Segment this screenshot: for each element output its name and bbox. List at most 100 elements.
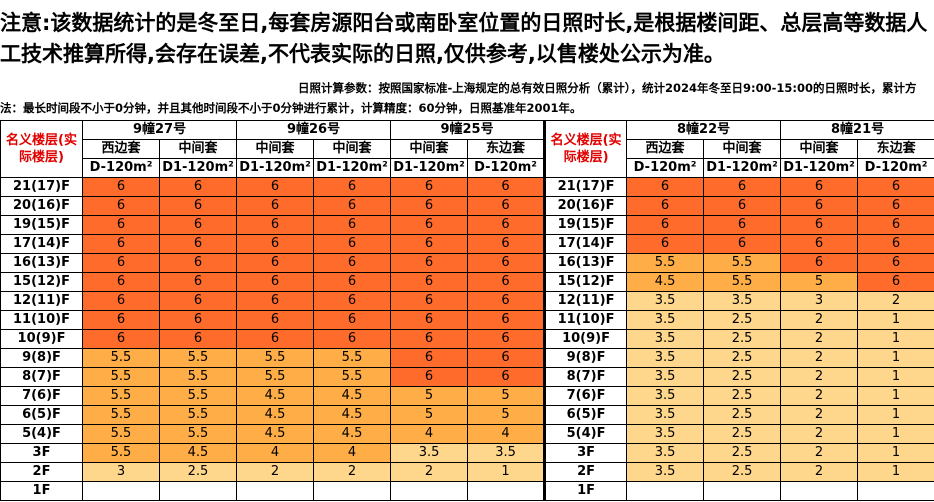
sunlight-hours-cell: 6	[390, 367, 469, 387]
sunlight-hours-cell: 6	[236, 329, 315, 349]
floor-label: 17(14)F	[543, 234, 628, 254]
sunlight-hours-cell: 1	[857, 329, 934, 349]
table-row: 5(4)F 5.5 5.5 4.5 4.5 4 4 5(4)F 3.5 2.5 2 1	[0, 424, 934, 444]
sunlight-hours-cell: 5.5	[158, 367, 238, 387]
sunlight-hours-cell: 6	[390, 253, 469, 273]
sunlight-hours-cell: 6	[467, 310, 546, 330]
sunlight-hours-cell: 2.5	[703, 348, 782, 368]
sunlight-hours-cell: 6	[158, 177, 238, 197]
sunlight-hours-cell: 1	[467, 462, 546, 482]
table-row: 6(5)F 5.5 5.5 4.5 4.5 5 5 6(5)F 3.5 2.5 2 1	[0, 405, 934, 425]
unit-type-header: D1-120m²	[236, 158, 315, 178]
unit-position-header: 中间套	[703, 139, 782, 159]
floor-column-header: 名义楼层(实际楼层)	[543, 120, 628, 178]
sunlight-hours-cell	[467, 481, 546, 501]
sunlight-hours-cell: 4	[313, 443, 392, 463]
sunlight-hours-cell: 6	[390, 215, 469, 235]
sunlight-hours-cell: 6	[158, 272, 238, 292]
table-row: 8(7)F 5.5 5.5 5.5 5.5 6 6 8(7)F 3.5 2.5 2 1	[0, 367, 934, 387]
sunlight-hours-cell: 3	[780, 291, 859, 311]
sunlight-hours-cell: 6	[158, 196, 238, 216]
unit-type-header: D-120m²	[626, 158, 705, 178]
sunlight-hours-cell: 6	[467, 177, 546, 197]
sunlight-hours-cell: 2	[780, 405, 859, 425]
unit-position-header: 西边套	[626, 139, 705, 159]
sunlight-hours-cell: 6	[857, 215, 934, 235]
sunlight-hours-cell: 5.5	[236, 367, 315, 387]
sunlight-hours-cell: 5.5	[703, 272, 782, 292]
sunlight-hours-cell: 3.5	[626, 310, 705, 330]
sunlight-hours-cell: 5	[390, 386, 469, 406]
sunlight-hours-cell: 6	[158, 310, 238, 330]
sunlight-hours-cell: 3.5	[626, 462, 705, 482]
sunlight-hours-cell: 6	[82, 329, 160, 349]
sunlight-hours-cell: 3.5	[390, 443, 469, 463]
floor-label: 2F	[0, 462, 83, 482]
sunlight-hours-cell: 6	[703, 196, 782, 216]
table-row: 10(9)F 6 6 6 6 6 6 10(9)F 3.5 2.5 2 1	[0, 329, 934, 349]
sunlight-hours-cell: 1	[857, 443, 934, 463]
sunlight-hours-cell: 3.5	[626, 329, 705, 349]
sunlight-hours-cell: 6	[236, 177, 315, 197]
floor-label: 5(4)F	[543, 424, 628, 444]
sunlight-hours-cell: 6	[313, 272, 392, 292]
sunlight-hours-cell: 6	[158, 253, 238, 273]
sunlight-hours-cell: 5.5	[82, 443, 160, 463]
sunlight-hours-cell: 2	[780, 386, 859, 406]
sunlight-hours-cell: 4	[390, 424, 469, 444]
sunlight-hours-cell: 1	[857, 424, 934, 444]
sunlight-hours-cell: 2.5	[158, 462, 238, 482]
floor-label: 5(4)F	[0, 424, 83, 444]
sunlight-hours-cell: 6	[780, 215, 859, 235]
unit-position-header: 东边套	[857, 139, 934, 159]
sunlight-hours-cell: 3.5	[626, 367, 705, 387]
sunlight-hours-cell: 2.5	[703, 424, 782, 444]
sunlight-hours-cell: 2.5	[703, 367, 782, 387]
table-row: 2F 3 2.5 2 2 2 1 2F 3.5 2.5 2 1	[0, 462, 934, 482]
floor-label: 6(5)F	[0, 405, 83, 425]
unit-position-header: 西边套	[82, 139, 160, 159]
sunlight-hours-cell: 1	[857, 405, 934, 425]
floor-label: 12(11)F	[543, 291, 628, 311]
floor-label: 17(14)F	[0, 234, 83, 254]
sunlight-hours-cell: 2	[236, 462, 315, 482]
sunlight-hours-cell: 4.5	[313, 386, 392, 406]
sunlight-hours-cell: 6	[780, 253, 859, 273]
floor-label: 21(17)F	[543, 177, 628, 197]
unit-position-header: 中间套	[390, 139, 469, 159]
sunlight-hours-cell: 3	[82, 462, 160, 482]
sunlight-hours-cell: 5	[467, 386, 546, 406]
sunlight-hours-cell: 2	[780, 329, 859, 349]
sunlight-hours-cell: 2	[780, 462, 859, 482]
unit-type-header: D-120m²	[467, 158, 546, 178]
unit-type-header: D1-120m²	[780, 158, 859, 178]
sunlight-hours-cell: 5.5	[82, 386, 160, 406]
sunlight-hours-cell: 6	[467, 329, 546, 349]
floor-label: 6(5)F	[543, 405, 628, 425]
table-row: 21(17)F 6 6 6 6 6 6 21(17)F 6 6 6 6	[0, 177, 934, 197]
sunlight-hours-cell: 5.5	[158, 405, 238, 425]
sunlight-hours-cell: 6	[467, 367, 546, 387]
sunlight-hours-cell: 6	[82, 177, 160, 197]
sunlight-hours-cell: 6	[236, 196, 315, 216]
sunlight-hours-cell: 6	[467, 196, 546, 216]
sunlight-hours-cell	[82, 481, 160, 501]
sunlight-hours-cell: 4.5	[236, 386, 315, 406]
sunlight-hours-cell: 5.5	[158, 348, 238, 368]
sunlight-hours-cell: 6	[313, 215, 392, 235]
sunlight-hours-cell: 6	[390, 234, 469, 254]
unit-type-header: D-120m²	[82, 158, 160, 178]
floor-column-header: 名义楼层(实际楼层)	[0, 120, 83, 178]
sunlight-hours-cell: 5.5	[82, 405, 160, 425]
sunlight-hours-cell: 6	[313, 310, 392, 330]
table-row: 20(16)F 6 6 6 6 6 6 20(16)F 6 6 6 6	[0, 196, 934, 216]
sunlight-hours-cell: 6	[703, 215, 782, 235]
sunlight-hours-cell: 2	[780, 443, 859, 463]
sunlight-hours-cell: 4	[467, 424, 546, 444]
sunlight-hours-cell: 4.5	[313, 424, 392, 444]
sunlight-hours-cell: 5	[780, 272, 859, 292]
sunlight-hours-cell: 6	[857, 196, 934, 216]
sunlight-hours-cell: 6	[703, 177, 782, 197]
sunlight-hours-cell: 6	[313, 329, 392, 349]
sunlight-hours-cell: 5	[467, 405, 546, 425]
